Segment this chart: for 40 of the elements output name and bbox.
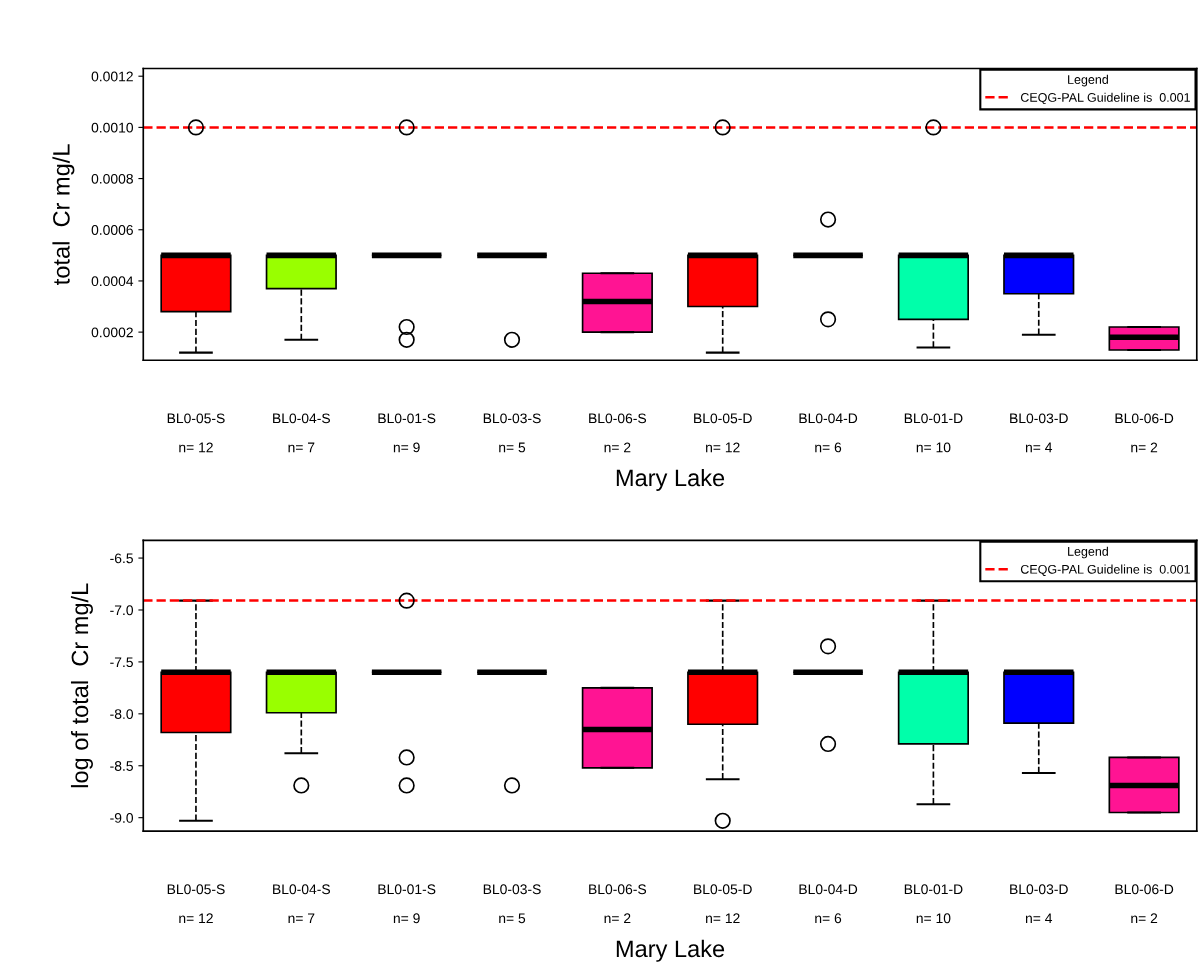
category-label: BL0-03-D n= 4 — [1010, 413, 1068, 453]
category-label: BL0-06-D n= 2 — [1115, 413, 1174, 453]
category-label: BL0-01-D n= 10 — [904, 413, 963, 453]
category-label: BL0-03-D n= 4 — [1010, 884, 1068, 924]
category-label: BL0-04-S n= 7 — [273, 413, 330, 453]
y-tick-label: 0.0004 — [91, 276, 134, 287]
category-label: BL0-01-S n= 9 — [378, 884, 436, 924]
y-tick-label: -8.5 — [110, 761, 133, 771]
y-tick-label: -7.5 — [110, 657, 133, 668]
y-tick-label: 0.0008 — [91, 173, 133, 184]
y-tick-label: 0.0010 — [91, 122, 134, 133]
y-tick-label: -7.0 — [110, 605, 134, 616]
category-label: BL0-05-S n= 12 — [167, 413, 225, 453]
y-tick-label: 0.0006 — [91, 225, 133, 235]
category-label: BL0-04-D n= 6 — [799, 884, 858, 924]
category-label: BL0-05-S n= 12 — [167, 884, 225, 924]
x-axis-title: Mary Lake — [616, 468, 725, 491]
category-label: BL0-05-D n= 12 — [694, 413, 752, 453]
legend-label: CEQG-PAL Guideline is 0.001 — [1020, 92, 1190, 105]
legend-title: Legend — [1068, 546, 1108, 559]
category-label: BL0-06-S n= 2 — [589, 884, 647, 924]
y-axis-title: total Cr mg/L — [52, 144, 75, 285]
y-tick-label: 0.0012 — [91, 71, 133, 82]
category-label: BL0-03-S n= 5 — [483, 413, 541, 453]
y-tick-label: -6.5 — [110, 553, 133, 564]
category-label: BL0-05-D n= 12 — [694, 884, 752, 924]
legend-label: CEQG-PAL Guideline is 0.001 — [1020, 564, 1190, 576]
legend-title: Legend — [1068, 74, 1108, 87]
y-tick-label: -8.0 — [110, 709, 134, 719]
category-label: BL0-01-D n= 10 — [904, 884, 963, 924]
category-label: BL0-06-S n= 2 — [589, 413, 647, 453]
category-label: BL0-04-S n= 7 — [273, 884, 330, 924]
category-label: BL0-04-D n= 6 — [799, 413, 858, 453]
category-label: BL0-03-S n= 5 — [483, 884, 541, 924]
y-tick-label: 0.0002 — [91, 327, 133, 338]
category-label: BL0-01-S n= 9 — [378, 413, 436, 453]
category-label: BL0-06-D n= 2 — [1115, 884, 1174, 924]
y-axis-title: log of total Cr mg/L — [70, 583, 93, 788]
x-axis-title: Mary Lake — [616, 939, 725, 962]
y-tick-label: -9.0 — [110, 813, 134, 823]
